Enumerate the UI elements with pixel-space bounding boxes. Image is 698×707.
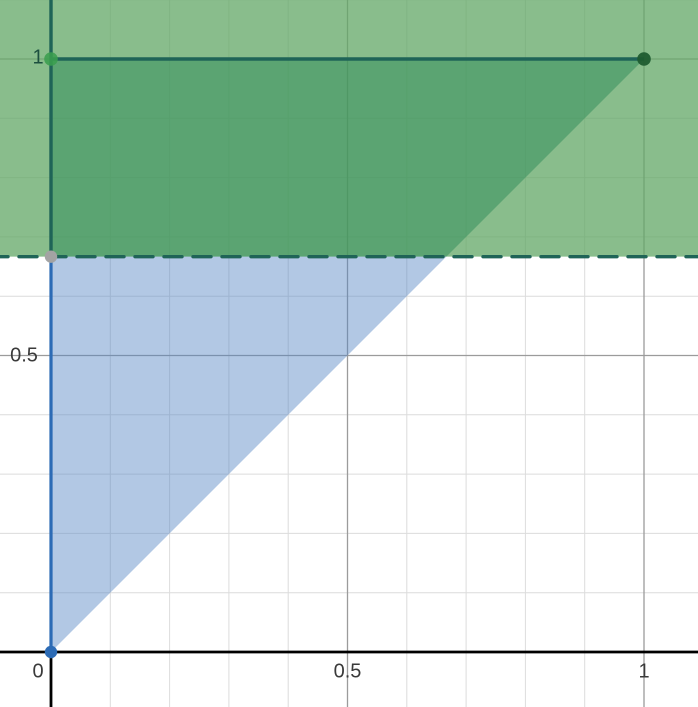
svg-text:1: 1	[638, 660, 649, 682]
svg-text:0.5: 0.5	[10, 344, 38, 366]
svg-text:0: 0	[32, 660, 43, 682]
svg-text:0.5: 0.5	[334, 660, 362, 682]
svg-text:1: 1	[32, 46, 43, 68]
